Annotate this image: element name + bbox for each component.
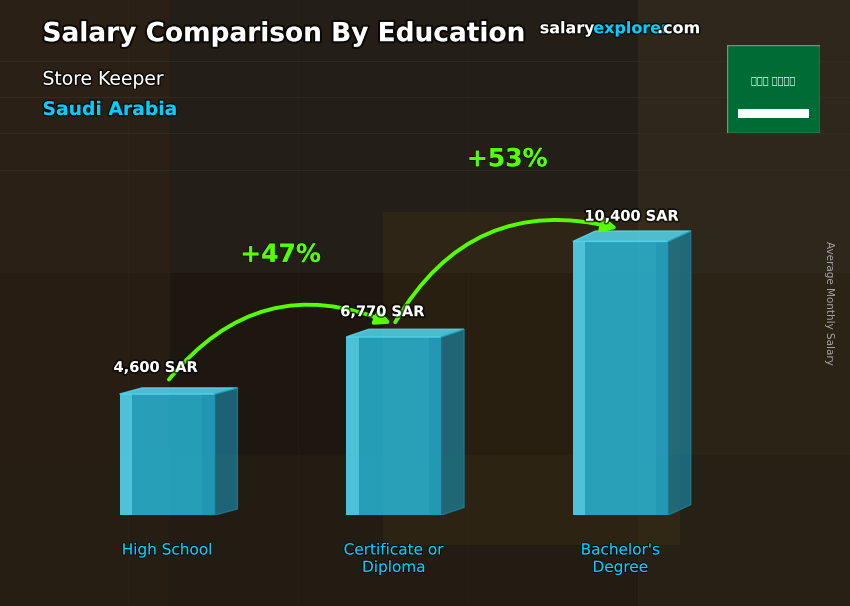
Bar (738, 108, 809, 118)
Bar (0, 0, 850, 273)
Text: +53%: +53% (467, 147, 547, 171)
Text: salary: salary (540, 21, 595, 36)
Polygon shape (441, 329, 464, 515)
Polygon shape (573, 231, 691, 241)
Bar (382, 212, 680, 545)
Polygon shape (346, 329, 464, 337)
Polygon shape (215, 388, 237, 515)
Text: explorer: explorer (593, 21, 670, 36)
Text: 6,770 SAR: 6,770 SAR (340, 304, 425, 319)
Text: +47%: +47% (241, 243, 320, 267)
Text: 4,600 SAR: 4,600 SAR (114, 360, 198, 375)
Bar (120, 394, 215, 515)
Text: Average Monthly Salary: Average Monthly Salary (824, 241, 834, 365)
Bar (346, 337, 359, 515)
Bar (0, 0, 170, 606)
Text: Certificate or
Diploma: Certificate or Diploma (343, 542, 444, 575)
Text: Saudi Arabia: Saudi Arabia (42, 100, 178, 119)
Text: بسم الله: بسم الله (751, 76, 796, 85)
Bar (346, 337, 441, 515)
Text: Salary Comparison By Education: Salary Comparison By Education (42, 21, 525, 47)
Text: Bachelor's
Degree: Bachelor's Degree (581, 542, 660, 575)
Bar (655, 241, 668, 515)
Polygon shape (120, 388, 237, 394)
Text: High School: High School (122, 542, 212, 558)
Bar (0, 454, 850, 606)
Polygon shape (668, 231, 691, 515)
Text: .com: .com (657, 21, 700, 36)
Bar (638, 0, 850, 606)
Text: 10,400 SAR: 10,400 SAR (584, 208, 679, 224)
Text: Store Keeper: Store Keeper (42, 70, 164, 88)
Bar (573, 241, 668, 515)
Bar (120, 394, 132, 515)
Bar (573, 241, 586, 515)
Bar (202, 394, 215, 515)
Bar (429, 337, 441, 515)
